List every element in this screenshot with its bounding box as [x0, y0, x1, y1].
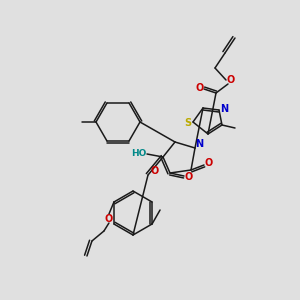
- Text: HO: HO: [131, 148, 147, 158]
- Text: O: O: [151, 166, 159, 176]
- Text: O: O: [185, 172, 193, 182]
- Text: O: O: [205, 158, 213, 168]
- Text: N: N: [220, 104, 228, 114]
- Text: O: O: [227, 75, 235, 85]
- Text: N: N: [195, 139, 203, 149]
- Text: O: O: [105, 214, 113, 224]
- Text: O: O: [196, 83, 204, 93]
- Text: S: S: [184, 118, 192, 128]
